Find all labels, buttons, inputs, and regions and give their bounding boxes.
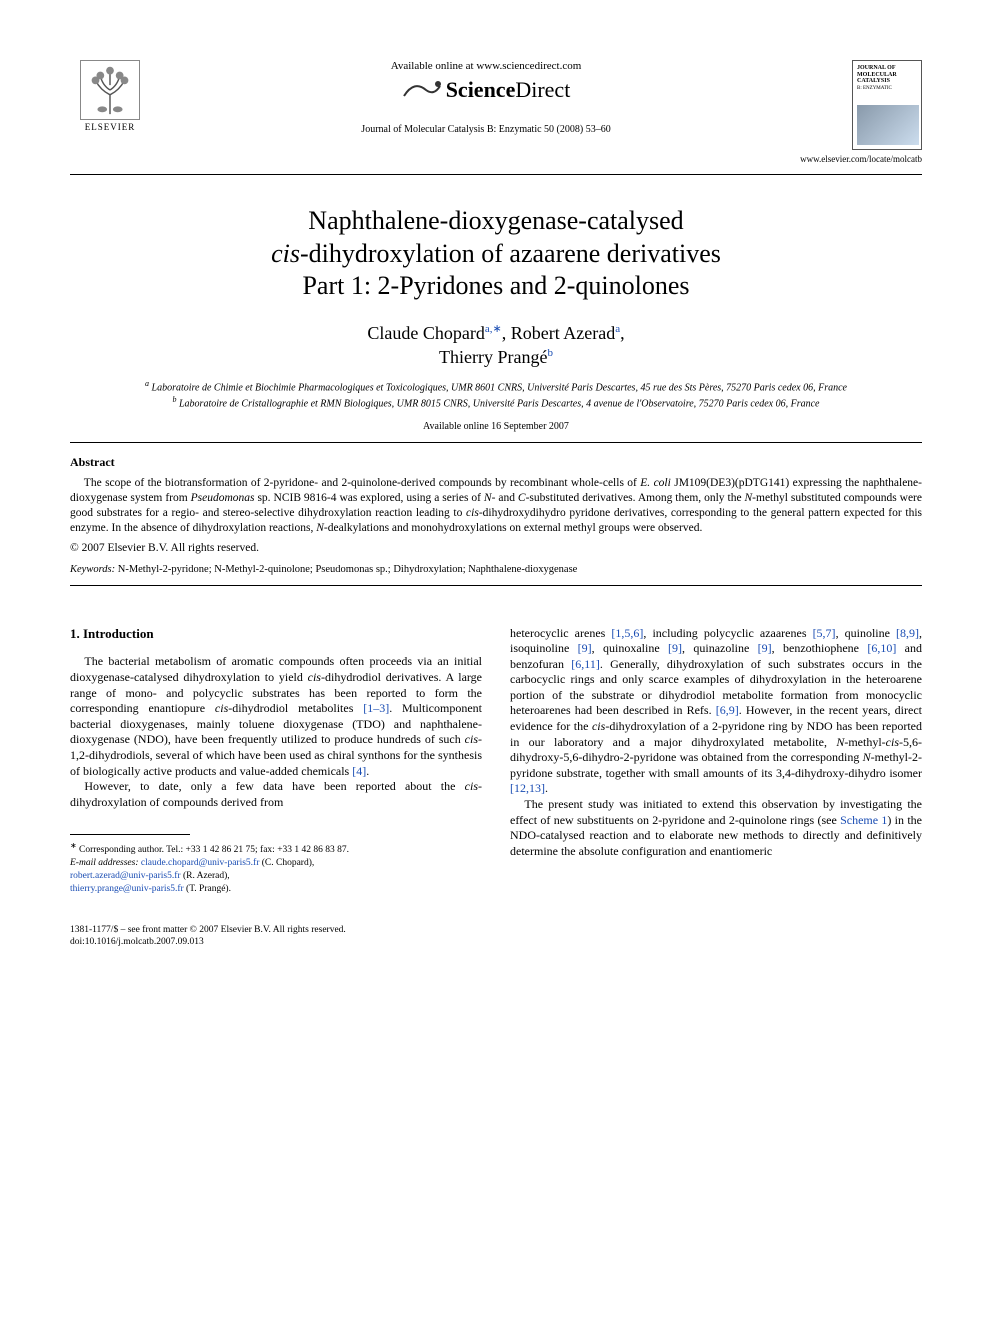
ref-link[interactable]: [1,5,6] [611, 626, 643, 640]
author-3: Thierry Prangé [439, 347, 547, 367]
header-rule [70, 174, 922, 175]
ref-link[interactable]: [6,9] [716, 703, 739, 717]
ref-link[interactable]: [9] [578, 641, 592, 655]
email-link[interactable]: thierry.prange@univ-paris5.fr [70, 884, 184, 894]
corresponding-author: ∗ Corresponding author. Tel.: +33 1 42 8… [70, 841, 482, 857]
journal-citation: Journal of Molecular Catalysis B: Enzyma… [150, 124, 822, 135]
sd-brand-text: ScienceDirect [446, 77, 571, 103]
ref-link[interactable]: [9] [668, 641, 682, 655]
right-column: heterocyclic arenes [1,5,6], including p… [510, 626, 922, 896]
affiliations-block: a Laboratoire de Chimie et Biochimie Pha… [70, 379, 922, 411]
author-1-affil: a,∗ [485, 323, 502, 335]
intro-para-3: The present study was initiated to exten… [510, 797, 922, 859]
body-columns: 1. Introduction The bacterial metabolism… [70, 626, 922, 896]
intro-para-2: However, to date, only a few data have b… [70, 779, 482, 810]
keywords-line: Keywords: N-Methyl-2-pyridone; N-Methyl-… [70, 564, 922, 575]
email-link[interactable]: robert.azerad@univ-paris5.fr [70, 871, 181, 881]
journal-cover-art [857, 105, 919, 145]
ref-link[interactable]: [6,11] [571, 657, 600, 671]
author-3-affil: b [547, 347, 553, 359]
keywords-label: Keywords: [70, 564, 115, 575]
ref-link[interactable]: [8,9] [896, 626, 919, 640]
rule-below-keywords [70, 585, 922, 586]
journal-cover-thumbnail: JOURNAL OF MOLECULAR CATALYSIS B: ENZYMA… [852, 60, 922, 150]
author-1: Claude Chopard [367, 323, 484, 343]
elsevier-logo: ELSEVIER [70, 60, 150, 150]
journal-cover-subtitle: B: ENZYMATIC [857, 86, 917, 91]
abstract-text: The scope of the biotransformation of 2-… [70, 476, 922, 536]
footnotes-block: ∗ Corresponding author. Tel.: +33 1 42 8… [70, 841, 482, 895]
keywords-text: N-Methyl-2-pyridone; N-Methyl-2-quinolon… [115, 564, 577, 575]
sd-swoosh-icon [402, 76, 442, 104]
authors-block: Claude Choparda,∗, Robert Azerada, Thier… [70, 321, 922, 370]
footer-doi: doi:10.1016/j.molcatb.2007.09.013 [70, 937, 204, 947]
ref-link[interactable]: [1–3] [363, 701, 389, 715]
article-title: Naphthalene-dioxygenase-catalysed cis-di… [70, 205, 922, 303]
ref-link[interactable]: [6,10] [867, 641, 896, 655]
journal-cover-title: JOURNAL OF MOLECULAR CATALYSIS [857, 65, 917, 85]
rule-above-abstract [70, 442, 922, 443]
abstract-heading: Abstract [70, 455, 922, 470]
email-addresses: E-mail addresses: claude.chopard@univ-pa… [70, 857, 482, 895]
intro-para-1: The bacterial metabolism of aromatic com… [70, 654, 482, 779]
ref-link[interactable]: [12,13] [510, 781, 545, 795]
footer-block: 1381-1177/$ – see front matter © 2007 El… [70, 924, 922, 949]
footnote-rule [70, 834, 190, 835]
journal-cover-block: JOURNAL OF MOLECULAR CATALYSIS B: ENZYMA… [822, 60, 922, 164]
author-2-affil: a [615, 323, 620, 335]
elsevier-tree-icon [80, 60, 140, 120]
intro-para-2-cont: heterocyclic arenes [1,5,6], including p… [510, 626, 922, 798]
left-column: 1. Introduction The bacterial metabolism… [70, 626, 482, 896]
abstract-copyright: © 2007 Elsevier B.V. All rights reserved… [70, 542, 922, 554]
author-2: Robert Azerad [511, 323, 615, 343]
page-header: ELSEVIER Available online at www.science… [70, 60, 922, 164]
email-link[interactable]: claude.chopard@univ-paris5.fr [141, 858, 259, 868]
available-online-date: Available online 16 September 2007 [70, 421, 922, 432]
ref-link[interactable]: [5,7] [813, 626, 836, 640]
center-brand: Available online at www.sciencedirect.co… [150, 60, 822, 135]
footer-issn: 1381-1177/$ – see front matter © 2007 El… [70, 925, 346, 935]
journal-url: www.elsevier.com/locate/molcatb [800, 154, 922, 164]
intro-heading: 1. Introduction [70, 626, 482, 643]
ref-link[interactable]: [4] [352, 764, 366, 778]
sciencedirect-logo: ScienceDirect [150, 76, 822, 104]
scheme-link[interactable]: Scheme 1 [840, 813, 887, 827]
ref-link[interactable]: [9] [758, 641, 772, 655]
available-online-text: Available online at www.sciencedirect.co… [150, 60, 822, 72]
elsevier-label: ELSEVIER [85, 122, 136, 132]
